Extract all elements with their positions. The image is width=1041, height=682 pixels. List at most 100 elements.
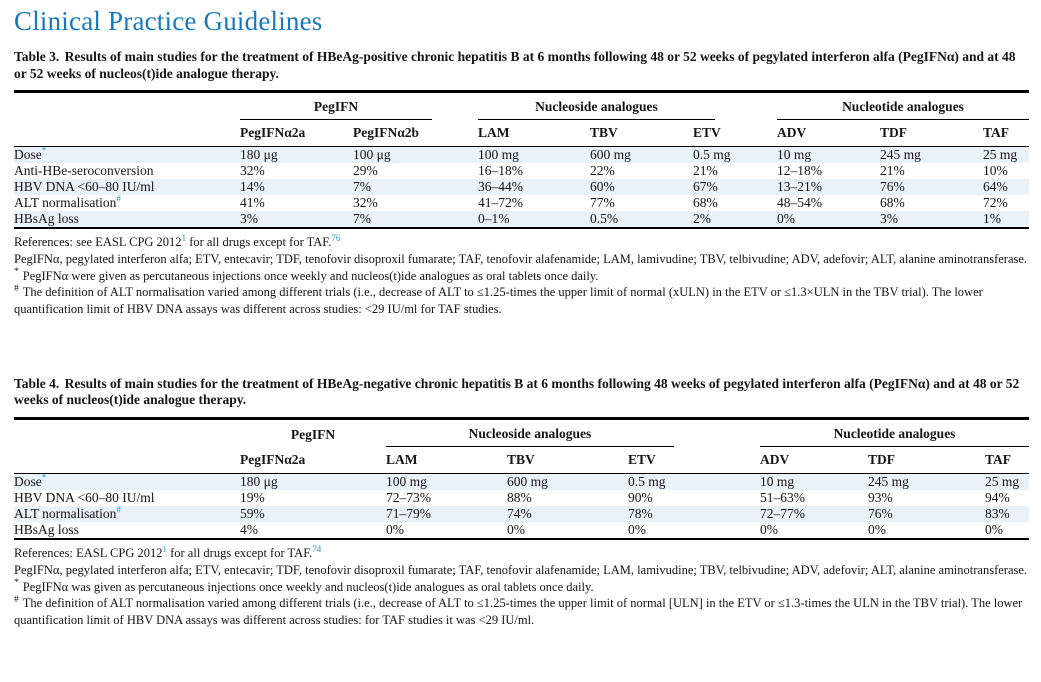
footnote-marker: * bbox=[41, 472, 47, 483]
cell: 60% bbox=[590, 179, 615, 194]
column-header: PegIFNα2a bbox=[240, 120, 353, 147]
footnote-hash-line: # The definition of ALT normalisation var… bbox=[14, 284, 983, 317]
cell: 14% bbox=[240, 179, 265, 194]
cell: 77% bbox=[590, 195, 615, 210]
cell: 10 mg bbox=[777, 147, 812, 162]
cell: 72% bbox=[983, 195, 1008, 210]
cell: 32% bbox=[240, 163, 265, 178]
star-marker: * bbox=[14, 267, 19, 278]
cell: 71–79% bbox=[386, 505, 431, 521]
cell: 2% bbox=[693, 211, 711, 226]
column-header: ETV bbox=[628, 446, 760, 474]
table-row: HBV DNA <60–80 IU/ml 14% 7% 36–44% 60% 6… bbox=[14, 179, 1030, 195]
cell: 59% bbox=[240, 505, 265, 521]
cell: 72–77% bbox=[760, 505, 805, 521]
table3-caption: Table 3. Results of main studies for the… bbox=[14, 49, 1029, 82]
table4-footnotes: References: EASL CPG 20121 for all drugs… bbox=[14, 543, 1029, 629]
table-row: ALT normalisation# 41% 32% 41–72% 77% 68… bbox=[14, 194, 1029, 211]
cell: 600 mg bbox=[507, 473, 548, 489]
cell: 0% bbox=[386, 521, 404, 537]
group-pegifn: PegIFN bbox=[240, 97, 432, 120]
cell: 32% bbox=[353, 195, 378, 210]
table3-caption-text: Results of main studies for the treatmen… bbox=[14, 49, 1016, 81]
row-label: HBV DNA <60–80 IU/ml bbox=[14, 489, 155, 505]
group-nucleotide-analogues: Nucleotide analogues bbox=[760, 424, 1030, 447]
cell: 245 mg bbox=[868, 473, 909, 489]
citation-link[interactable]: 1 bbox=[162, 543, 167, 554]
table-row: Dose* 180 μg 100 mg 600 mg 0.5 mg 10 mg … bbox=[14, 472, 1030, 490]
cell: 13–21% bbox=[777, 179, 822, 194]
table3-footnotes: References: see EASL CPG 20121 for all d… bbox=[14, 232, 1029, 318]
cell: 41–72% bbox=[478, 195, 523, 210]
column-header: TAF bbox=[983, 120, 1030, 147]
footnote-star-line: * PegIFNα was given as percutaneous injec… bbox=[14, 578, 594, 594]
star-marker: * bbox=[14, 578, 19, 589]
column-header: ETV bbox=[693, 120, 777, 147]
column-header: PegIFNα2b bbox=[353, 120, 478, 147]
row-label: HBV DNA <60–80 IU/ml bbox=[14, 179, 155, 194]
column-header: TBV bbox=[507, 446, 628, 474]
empty-corner-cell bbox=[14, 418, 240, 447]
row-label: Dose* bbox=[14, 145, 47, 162]
column-header: ADV bbox=[760, 446, 868, 474]
empty-corner-cell bbox=[14, 120, 240, 147]
table-row: HBV DNA <60–80 IU/ml 19% 72–73% 88% 90% … bbox=[14, 490, 1029, 506]
abbreviations-line: PegIFNα, pegylated interferon alfa; ETV,… bbox=[14, 251, 1028, 266]
cell: 76% bbox=[880, 179, 905, 194]
table-row: Anti-HBe-seroconversion 32% 29% 16–18% 2… bbox=[14, 163, 1029, 179]
citation-link[interactable]: 1 bbox=[181, 232, 187, 243]
empty-corner-cell bbox=[14, 92, 240, 121]
column-header: TAF bbox=[985, 446, 1030, 474]
table4: PegIFN Nucleoside analogues Nucleotide a… bbox=[14, 416, 1030, 540]
cell: 68% bbox=[693, 195, 718, 210]
column-header: LAM bbox=[386, 446, 507, 474]
table3-group-header-row: PegIFN Nucleoside analogues Nucleotide a… bbox=[14, 92, 1030, 121]
column-header: TBV bbox=[590, 120, 693, 147]
footnote-marker: * bbox=[41, 145, 47, 156]
cell: 0.5 mg bbox=[628, 473, 666, 489]
table4-group-header-row: PegIFN Nucleoside analogues Nucleotide a… bbox=[14, 418, 1030, 447]
row-label: Dose* bbox=[14, 472, 47, 489]
cell: 19% bbox=[240, 489, 265, 505]
cell: 93% bbox=[868, 489, 893, 505]
cell: 4% bbox=[240, 521, 258, 537]
table-row: HBsAg loss 4% 0% 0% 0% 0% 0% 0% bbox=[14, 522, 1029, 539]
page-title: Clinical Practice Guidelines bbox=[14, 6, 323, 36]
cell: 25 mg bbox=[985, 473, 1020, 489]
references-line: References: EASL CPG 20121 for all drugs… bbox=[14, 543, 322, 560]
cell: 29% bbox=[353, 163, 378, 178]
cell: 36–44% bbox=[478, 179, 523, 194]
row-label: Anti-HBe-seroconversion bbox=[14, 163, 154, 178]
group-nucleoside-analogues: Nucleoside analogues bbox=[386, 424, 674, 447]
row-label: HBsAg loss bbox=[14, 211, 79, 226]
hash-marker: # bbox=[14, 595, 19, 606]
cell: 3% bbox=[240, 211, 258, 226]
table4-caption-label: Table 4. bbox=[14, 375, 60, 391]
citation-link[interactable]: 76 bbox=[331, 232, 341, 243]
citation-link[interactable]: 74 bbox=[312, 543, 322, 554]
article-page: Clinical Practice Guidelines Table 3. Re… bbox=[14, 6, 1030, 629]
cell: 12–18% bbox=[777, 163, 822, 178]
cell: 67% bbox=[693, 179, 718, 194]
cell: 10 mg bbox=[760, 473, 795, 489]
cell: 72–73% bbox=[386, 489, 431, 505]
table3: PegIFN Nucleoside analogues Nucleotide a… bbox=[14, 90, 1030, 229]
cell: 0% bbox=[777, 211, 795, 226]
cell: 0–1% bbox=[478, 211, 510, 226]
empty-corner-cell bbox=[14, 446, 240, 474]
hash-marker: # bbox=[14, 284, 19, 295]
table3-column-header-row: PegIFNα2a PegIFNα2b LAM TBV ETV ADV TDF … bbox=[14, 120, 1030, 147]
cell: 90% bbox=[628, 489, 653, 505]
cell: 0% bbox=[628, 521, 646, 537]
cell: 100 mg bbox=[386, 473, 427, 489]
row-label: ALT normalisation# bbox=[14, 504, 121, 521]
row-label: HBsAg loss bbox=[14, 521, 79, 537]
references-line: References: see EASL CPG 20121 for all d… bbox=[14, 232, 341, 249]
cell: 74% bbox=[507, 505, 532, 521]
cell: 48–54% bbox=[777, 195, 822, 210]
cell: 0% bbox=[868, 521, 886, 537]
column-header: LAM bbox=[478, 120, 590, 147]
table-row: Dose* 180 μg 100 μg 100 mg 600 mg 0.5 mg… bbox=[14, 145, 1030, 163]
footnote-marker: # bbox=[116, 504, 121, 515]
cell: 22% bbox=[590, 163, 615, 178]
